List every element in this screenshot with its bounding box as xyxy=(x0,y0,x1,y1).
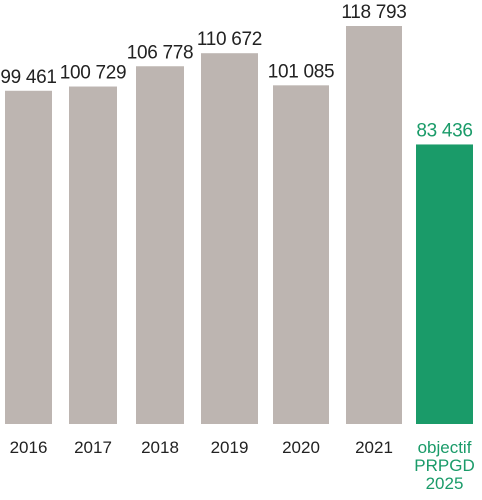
category-label: 2019 xyxy=(211,438,249,457)
bar-2020 xyxy=(273,85,329,424)
bar-2017 xyxy=(69,86,117,425)
bar-2018 xyxy=(136,66,184,425)
category-labels-group: 2016 2017 2018 2019 2020 2021 objectif PRPGD 202… xyxy=(10,438,475,493)
category-label: 2017 xyxy=(74,438,112,457)
value-label: 101 085 xyxy=(268,61,335,82)
category-label: 2018 xyxy=(141,438,179,457)
bar-2019 xyxy=(201,53,258,425)
value-label: 106 778 xyxy=(127,42,194,63)
value-label: 100 729 xyxy=(60,63,127,84)
value-label: 99 461 xyxy=(0,67,56,88)
category-label: objectif PRPGD 2025 xyxy=(414,438,474,493)
bar-2016 xyxy=(5,90,52,424)
bar-2021 xyxy=(346,26,402,424)
value-label: 118 793 xyxy=(341,2,406,23)
value-label: 110 672 xyxy=(197,29,262,50)
bars-group xyxy=(5,26,473,425)
value-label: 83 436 xyxy=(416,120,472,141)
category-label: 2021 xyxy=(355,438,393,457)
category-label: 2020 xyxy=(282,438,320,457)
bar-objectif-prpgd-2025 xyxy=(416,144,473,425)
category-label: 2016 xyxy=(10,438,48,457)
